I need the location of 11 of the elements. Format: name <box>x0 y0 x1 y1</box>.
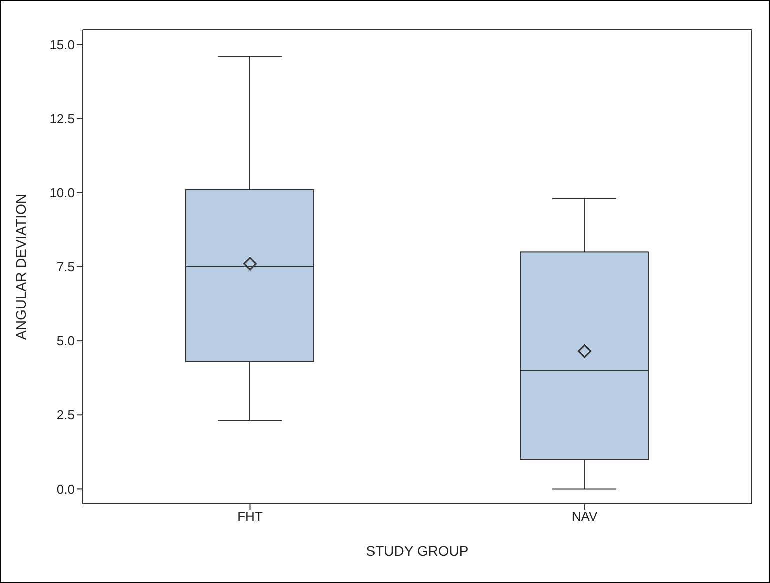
y-tick-label: 5.0 <box>56 334 75 349</box>
x-tick-label: FHT <box>238 509 263 524</box>
y-tick-label: 7.5 <box>56 260 75 275</box>
y-tick-label: 0.0 <box>56 482 75 497</box>
y-tick-label: 15.0 <box>50 37 75 52</box>
y-axis-title: ANGULAR DEVIATION <box>12 194 29 340</box>
y-tick-label: 2.5 <box>56 408 75 423</box>
x-tick-label: NAV <box>572 509 598 524</box>
y-tick-label: 10.0 <box>50 186 75 201</box>
y-tick-label: 12.5 <box>50 111 75 126</box>
x-axis-title: STUDY GROUP <box>366 543 469 559</box>
